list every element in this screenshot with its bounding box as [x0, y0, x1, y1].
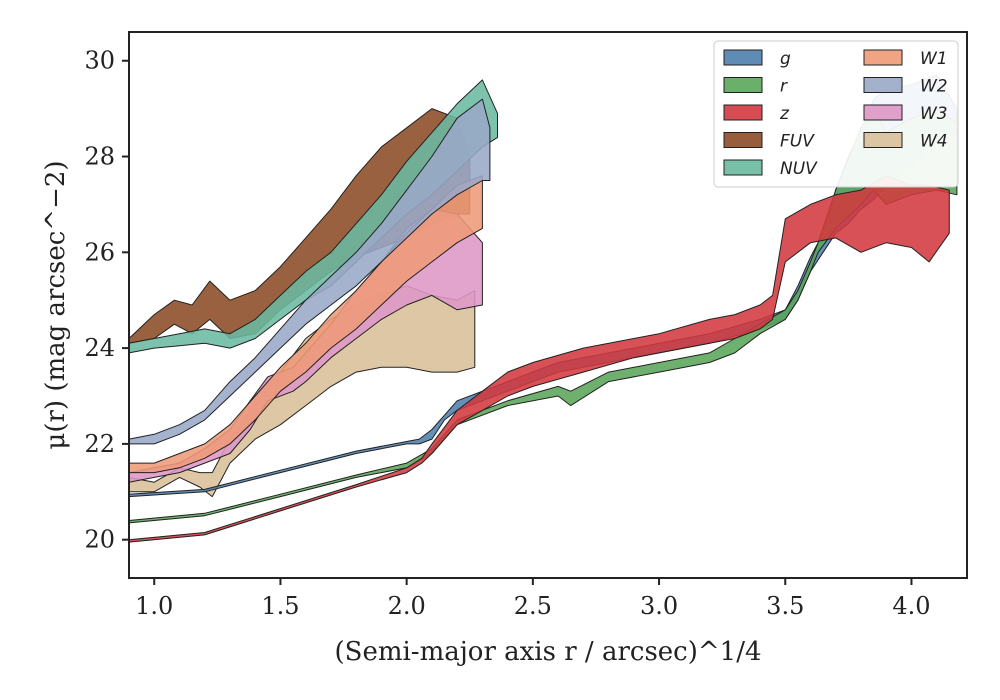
legend-label-w4: W4: [920, 132, 948, 152]
legend-swatch-w1: [863, 49, 903, 66]
plot-frame: [128, 31, 968, 579]
x-tick-label: 1.5: [261, 592, 299, 620]
y-tick-label: 30: [84, 47, 115, 75]
legend-swatch-z: [723, 104, 763, 121]
legend-label-r: r: [780, 77, 788, 97]
legend-label-g: g: [780, 49, 791, 69]
legend-label-w1: W1: [920, 49, 948, 69]
band-z: [128, 175, 950, 543]
x-tick-label: 4.0: [892, 592, 930, 620]
legend-swatch-r: [723, 77, 763, 93]
legend-swatch-w2: [863, 77, 903, 93]
x-axis-label: (Semi-major axis r / arcsec)^1/4: [334, 637, 761, 667]
x-tick-label: 3.0: [640, 592, 678, 620]
legend-swatch-w4: [863, 132, 903, 148]
legend-swatch-fuv: [723, 132, 763, 148]
legend-label-z: z: [779, 104, 790, 124]
y-tick-label: 20: [84, 526, 115, 554]
legend-swatch-g: [723, 49, 763, 66]
x-tick-label: 1.0: [135, 592, 173, 620]
legend-label-nuv: NUV: [780, 159, 818, 179]
band-nuv: [128, 79, 498, 354]
y-tick-label: 26: [84, 238, 115, 266]
legend-swatch-nuv: [723, 159, 763, 176]
x-tick-label: 2.0: [388, 592, 426, 620]
band-w2: [128, 98, 491, 445]
legend-label-w2: W2: [920, 77, 948, 97]
legend-label-fuv: FUV: [780, 132, 815, 152]
y-tick-label: 24: [84, 334, 115, 362]
legend: grz FUV NUV W1 W2 W3 W4: [713, 40, 959, 188]
x-axis: 1.0 1.5 2.0 2.5 3.0 3.5 4.0: [135, 578, 931, 620]
x-tick-label: 3.5: [766, 592, 804, 620]
legend-label-w3: W3: [920, 104, 948, 124]
y-tick-label: 22: [84, 430, 115, 458]
legend-swatch-w3: [863, 104, 903, 121]
y-tick-label: 28: [84, 143, 115, 171]
y-axis: 20 22 24 26 28 30: [84, 47, 129, 554]
x-tick-label: 2.5: [514, 592, 552, 620]
y-axis-label: μ(r) (mag arcsec^−2): [41, 160, 71, 449]
